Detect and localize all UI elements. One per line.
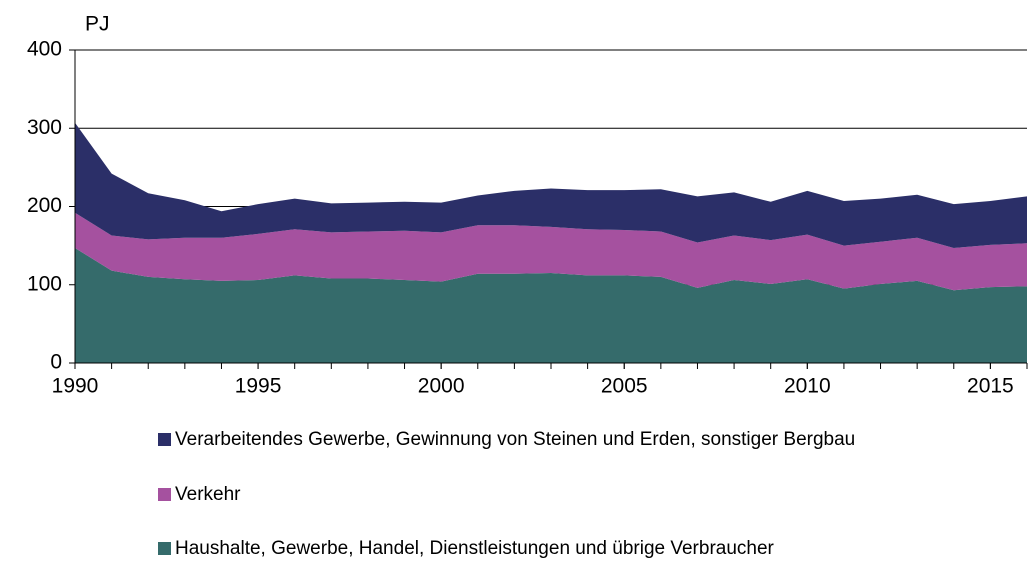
area xyxy=(75,122,1027,248)
x-tick-label: 2010 xyxy=(784,375,831,398)
legend-swatch xyxy=(158,433,171,446)
legend-swatch xyxy=(158,488,171,501)
y-axis-label: PJ xyxy=(85,13,110,36)
legend-swatch xyxy=(158,542,171,555)
y-tick-label: 100 xyxy=(27,272,62,295)
legend-item: Verkehr xyxy=(158,483,978,507)
legend-label: Verkehr xyxy=(175,484,241,505)
legend-label: Haushalte, Gewerbe, Handel, Dienstleistu… xyxy=(175,538,774,559)
legend-item: Haushalte, Gewerbe, Handel, Dienstleistu… xyxy=(158,537,978,561)
x-tick-label: 1995 xyxy=(235,375,282,398)
y-tick-label: 200 xyxy=(27,194,62,217)
x-tick-label: 2015 xyxy=(967,375,1014,398)
chart: PJ 0 100 200 300 400 1990 1995 2000 2005 2010 2015 xyxy=(27,13,1028,398)
y-tick-label: 400 xyxy=(27,38,62,61)
x-tick-label: 2005 xyxy=(601,375,648,398)
area xyxy=(75,247,1027,363)
legend-label: Verarbeitendes Gewerbe, Gewinnung von St… xyxy=(175,429,856,450)
x-tick-label: 1990 xyxy=(52,375,99,398)
x-tick-label: 2000 xyxy=(418,375,465,398)
legend-item: Verarbeitendes Gewerbe, Gewinnung von St… xyxy=(158,428,978,452)
area xyxy=(75,212,1027,291)
y-tick-label: 300 xyxy=(27,116,62,139)
y-tick-label: 0 xyxy=(50,351,62,374)
